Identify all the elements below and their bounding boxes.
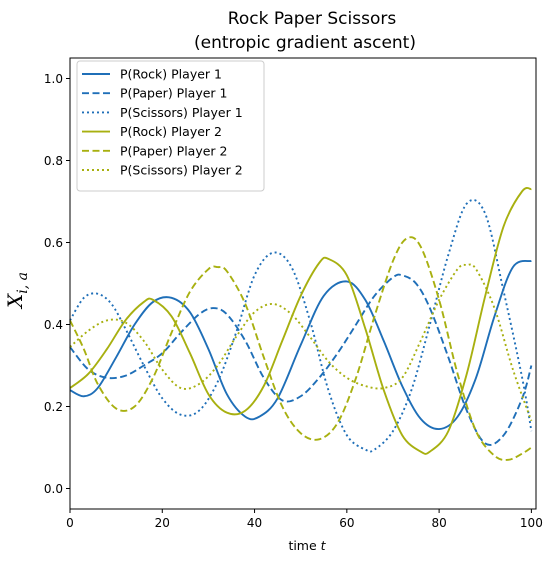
y-axis-label-subscript: i, a bbox=[15, 272, 31, 294]
legend-label: P(Paper) Player 1 bbox=[120, 86, 228, 101]
y-tick-label: 0.2 bbox=[44, 400, 63, 414]
x-tick-label: 0 bbox=[66, 516, 74, 530]
plot-area-frame bbox=[69, 57, 537, 510]
x-tick-label: 20 bbox=[155, 516, 170, 530]
legend-label: P(Scissors) Player 1 bbox=[120, 105, 243, 120]
series-lines bbox=[69, 187, 533, 461]
chart-title-line2: (entropic gradient ascent) bbox=[194, 33, 416, 53]
x-tick-label: 80 bbox=[431, 516, 446, 530]
x-axis-label-variable: t bbox=[321, 538, 327, 553]
x-tick-label: 100 bbox=[520, 516, 543, 530]
series-line-p-scissors-player-1 bbox=[69, 198, 533, 453]
legend-box bbox=[76, 60, 265, 192]
chart-title-line1: Rock Paper Scissors bbox=[228, 9, 397, 29]
series-line-p-paper-player-2 bbox=[69, 236, 532, 461]
legend-label: P(Rock) Player 1 bbox=[120, 67, 222, 82]
series-line-p-rock-player-2 bbox=[69, 187, 532, 455]
y-tick-label: 0.0 bbox=[44, 482, 63, 496]
series-line-p-scissors-player-2 bbox=[69, 263, 533, 422]
y-axis-label: Xi, a bbox=[3, 272, 31, 310]
y-axis-label-symbol: X bbox=[3, 293, 27, 310]
x-axis-label-text: time bbox=[288, 538, 320, 553]
y-tick-label: 0.8 bbox=[44, 154, 63, 168]
legend-label: P(Paper) Player 2 bbox=[120, 143, 228, 158]
series-line-p-rock-player-1 bbox=[69, 259, 532, 431]
axis-ticks: 0 20 40 60 80 100 0.0 0.2 0.4 0.6 0.8 1.0 bbox=[44, 72, 543, 530]
legend: P(Rock) Player 1 P(Paper) Player 1 P(Sciss… bbox=[76, 60, 265, 192]
y-tick-label: 0.4 bbox=[44, 318, 63, 332]
legend-label: P(Rock) Player 2 bbox=[120, 124, 222, 139]
series-line-p-paper-player-1 bbox=[69, 273, 533, 446]
x-axis-label: time t bbox=[288, 538, 326, 553]
x-tick-label: 40 bbox=[247, 516, 262, 530]
legend-label: P(Scissors) Player 2 bbox=[120, 163, 243, 178]
y-tick-label: 0.6 bbox=[44, 236, 63, 250]
x-tick-label: 60 bbox=[339, 516, 354, 530]
y-tick-label: 1.0 bbox=[44, 72, 63, 86]
